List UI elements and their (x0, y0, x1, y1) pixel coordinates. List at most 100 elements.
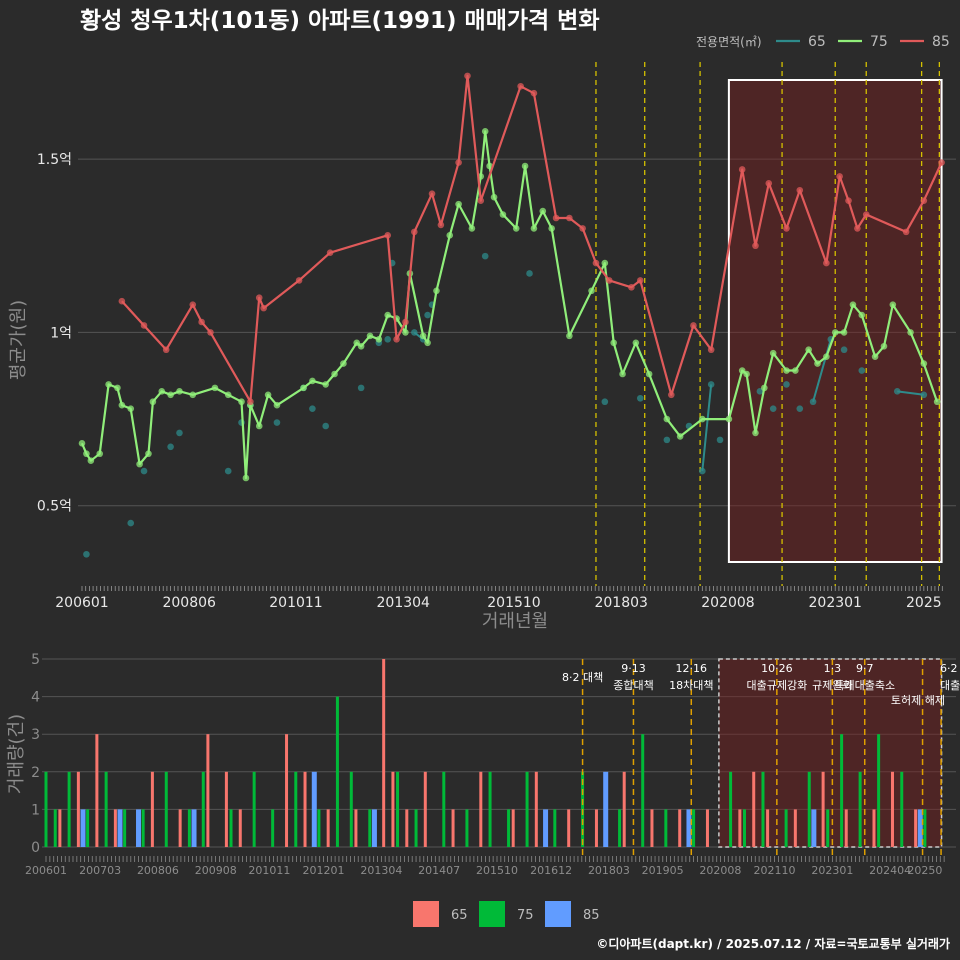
price-x-tick-3: 201304 (377, 595, 431, 611)
bar-75-25 (553, 809, 557, 847)
price-x-tick-2: 201011 (269, 595, 322, 611)
y-axis-label: 평균가(원) (8, 300, 29, 380)
volume-x-tick-2: 200806 (137, 864, 179, 877)
bar-65-26 (705, 809, 709, 847)
bar-75-24 (525, 771, 529, 847)
point-65-18 (424, 311, 431, 319)
bar-65-7 (224, 771, 228, 847)
chart-title: 황성 청우1차(101동) 아파트(1991) 매매가격 변화 (80, 8, 600, 34)
line-75 (80, 130, 939, 480)
bar-65-29 (766, 809, 770, 847)
volume-legend-label-85: 85 (583, 908, 600, 923)
legend-label-75: 75 (870, 34, 888, 50)
volume-legend-label-65: 65 (451, 908, 468, 923)
annotation-text-2-0: 12·16 (676, 662, 708, 675)
bar-65-28 (752, 771, 756, 847)
bar-75-0 (44, 771, 48, 847)
point-65-12 (357, 384, 365, 392)
price-x-ticks: 200601 200806 201011 201304 201510 201803 2020… (55, 595, 941, 611)
bar-65-2 (95, 734, 99, 847)
point-65-30 (769, 405, 777, 412)
price-x-tick-7: 202301 (809, 595, 862, 611)
annotation-text-7-0: 6·2 (940, 662, 958, 675)
bar-75-16 (349, 771, 353, 847)
policy-lines (595, 62, 941, 586)
point-65-10 (309, 405, 316, 412)
volume-x-tick-6: 201304 (360, 864, 402, 877)
volume-x-ticks: 200601 200703 200806 200908 201011 201201 2013… (25, 864, 942, 877)
point-65-29 (756, 388, 764, 395)
bar-75-28 (641, 734, 645, 847)
bar-75-37 (840, 734, 844, 847)
annotation-1: 9·13 종합대책 (613, 662, 653, 692)
bar-75-29 (664, 809, 668, 847)
bar-65-3 (113, 809, 117, 847)
bar-65-10 (303, 771, 307, 847)
price-legend: 전용면적(㎡) 65 75 85 (696, 34, 950, 50)
bar-75-5 (123, 809, 127, 847)
bar-75-7 (164, 771, 168, 847)
bar-65-27 (738, 809, 742, 847)
volume-x-tick-15: 202404 (869, 864, 911, 877)
volume-legend-key-85 (545, 901, 571, 927)
price-y-tick-1: 1억 (50, 325, 72, 341)
bar-75-27 (618, 809, 622, 847)
bar-65-35 (914, 809, 918, 847)
volume-x-tick-9: 201612 (530, 864, 572, 877)
volume-y-tick-2: 2 (31, 765, 40, 781)
bar-85-6 (543, 809, 549, 847)
bar-65-1 (76, 771, 80, 847)
bar-75-31 (729, 771, 733, 847)
bar-65-30 (793, 809, 797, 847)
bar-85-0 (80, 809, 86, 847)
price-x-tick-0: 200601 (55, 595, 108, 611)
annotation-3: 10·26 대출규제강화 (746, 662, 807, 692)
annotation-text-2-1: 18차대책 (669, 679, 713, 692)
footer-credit: ©디아파트(dapt.kr) / 2025.07.12 / 자료=국토교통부 실… (596, 936, 950, 951)
bar-75-34 (784, 809, 788, 847)
annotation-text-6-0: 토허제 해제 (891, 693, 945, 707)
bar-75-23 (507, 809, 511, 847)
volume-y-tick-0: 0 (31, 840, 40, 856)
price-gridlines (78, 158, 956, 507)
line-85 (121, 74, 943, 403)
bar-65-17 (451, 809, 455, 847)
price-series (78, 72, 945, 558)
point-65-5 (224, 467, 232, 475)
legend-label-85: 85 (932, 34, 950, 50)
x-axis-label: 거래년월 (482, 611, 548, 632)
point-65-31 (783, 381, 790, 388)
volume-x-tick-16: 20250 (907, 864, 942, 877)
volume-x-tick-7: 201407 (418, 864, 460, 877)
volume-y-ticks: 0 1 2 3 4 5 (31, 652, 40, 856)
bar-75-40 (900, 771, 904, 847)
bar-75-1 (53, 809, 57, 847)
bar-85-2 (136, 809, 142, 847)
month-rug (81, 586, 943, 591)
point-65-3 (167, 443, 174, 451)
bar-65-15 (405, 809, 409, 847)
bar-85-10 (917, 809, 923, 847)
price-x-tick-1: 200806 (162, 595, 216, 611)
bar-75-38 (858, 771, 862, 847)
bar-65-9 (285, 734, 289, 847)
volume-y-axis-label: 거래량(건) (6, 714, 27, 794)
point-65-24 (663, 436, 671, 444)
bar-85-1 (117, 809, 123, 847)
point-65-8 (273, 419, 281, 426)
bar-65-23 (622, 771, 626, 847)
bar-75-32 (742, 809, 746, 847)
bar-75-4 (104, 771, 108, 847)
segment-65-0 (897, 390, 924, 396)
annotation-6: 토허제 해제 (891, 693, 945, 707)
series-75 (78, 128, 941, 482)
price-x-tick-4: 201510 (487, 595, 540, 611)
bar-75-15 (335, 696, 339, 847)
volume-x-tick-13: 202110 (754, 864, 796, 877)
bar-65-5 (178, 809, 182, 847)
volume-highlight-region (718, 658, 943, 848)
bar-75-2 (67, 771, 71, 847)
bar-65-25 (678, 809, 682, 847)
volume-bars (44, 659, 927, 847)
point-65-23 (636, 394, 644, 402)
